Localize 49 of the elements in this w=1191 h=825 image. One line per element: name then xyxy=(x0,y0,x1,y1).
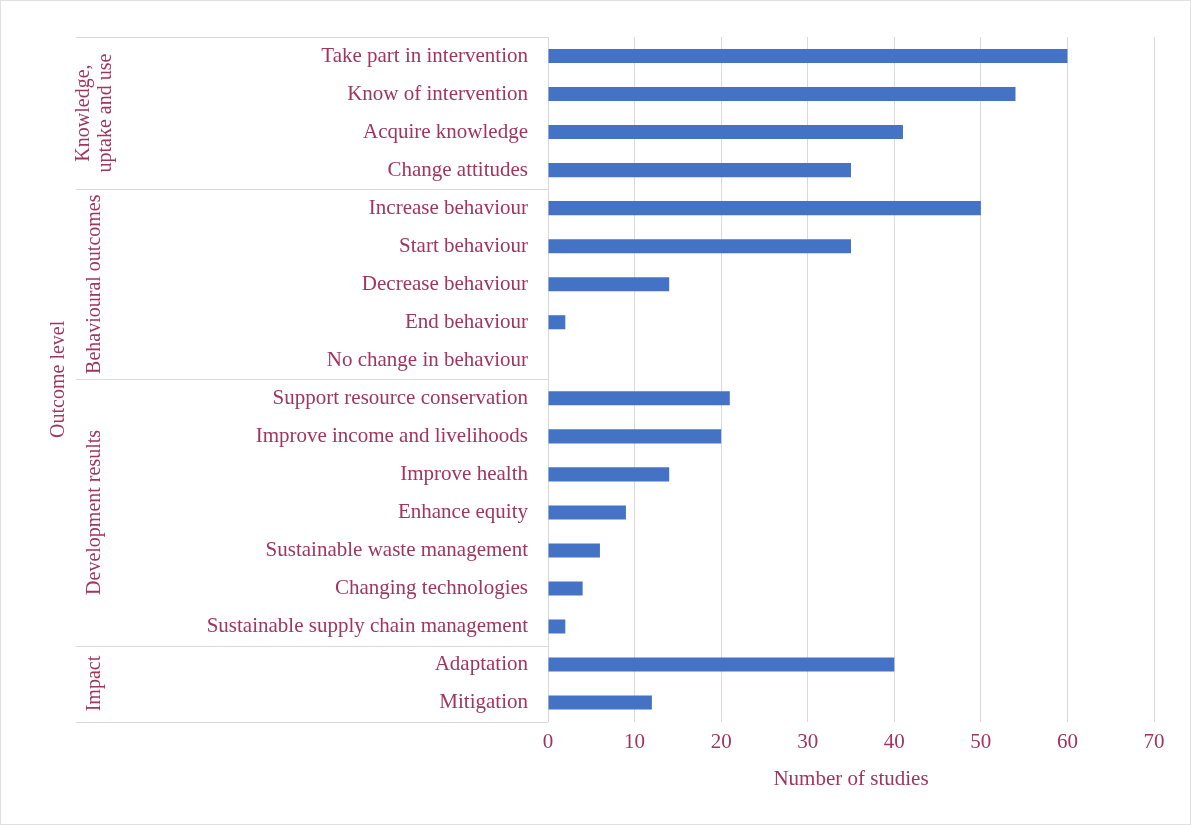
text: Development results xyxy=(82,429,106,595)
bar xyxy=(548,505,626,520)
y-tick-label: No change in behaviour xyxy=(326,346,528,371)
x-tick-label: 0 xyxy=(542,728,554,753)
y-tick-label: Decrease behaviour xyxy=(361,270,528,295)
y-tick-label: Sustainable waste management xyxy=(265,536,529,561)
y-tick-label: End behaviour xyxy=(404,308,529,333)
text: Knowledge, uptake and use xyxy=(71,53,117,173)
y-tick-label: Support resource conservation xyxy=(272,384,529,409)
x-tick-label: 40 xyxy=(883,728,905,753)
bar xyxy=(548,201,981,216)
x-tick-label: 10 xyxy=(624,728,646,753)
bar xyxy=(548,467,670,482)
bar xyxy=(548,239,851,254)
bar xyxy=(548,315,566,330)
x-tick-label: 30 xyxy=(797,728,819,753)
bar xyxy=(548,125,903,140)
y-tick-label: Mitigation xyxy=(439,689,529,714)
y-tick-label: Changing technologies xyxy=(334,575,528,599)
bar xyxy=(548,619,566,634)
y-tick-label: Acquire knowledge xyxy=(362,118,528,143)
bar xyxy=(548,543,600,558)
x-tick-label: 70 xyxy=(1143,728,1165,753)
bar xyxy=(548,163,851,178)
text: Behavioural outcomes xyxy=(82,194,105,374)
y-tick-label: Start behaviour xyxy=(399,232,528,257)
y-tick-label: Increase behaviour xyxy=(368,194,528,219)
x-tick-label: 60 xyxy=(1056,728,1078,753)
bar xyxy=(548,48,1068,64)
bar xyxy=(548,429,722,444)
bar xyxy=(548,657,895,672)
y-tick-label: Know of intervention xyxy=(347,80,529,105)
x-axis-title: Number of studies xyxy=(773,765,929,790)
y-tick-label: Change attitudes xyxy=(387,156,528,181)
bar xyxy=(548,695,652,710)
x-tick-label: 50 xyxy=(970,728,992,753)
y-tick-label: Take part in intervention xyxy=(321,42,529,67)
y-tick-label: Sustainable supply chain management xyxy=(206,613,529,638)
y-tick-label: Improve health xyxy=(400,460,529,485)
x-tick-label: 20 xyxy=(710,728,732,753)
bar xyxy=(548,581,583,596)
bar xyxy=(548,87,1016,102)
y-tick-label: Adaptation xyxy=(434,651,529,676)
text: Outcome level xyxy=(46,320,69,438)
text: Impact xyxy=(82,655,106,712)
y-tick-label: Enhance equity xyxy=(397,498,529,523)
bar xyxy=(548,391,730,406)
y-tick-label: Improve income and livelihoods xyxy=(255,422,528,447)
bar xyxy=(548,277,670,292)
